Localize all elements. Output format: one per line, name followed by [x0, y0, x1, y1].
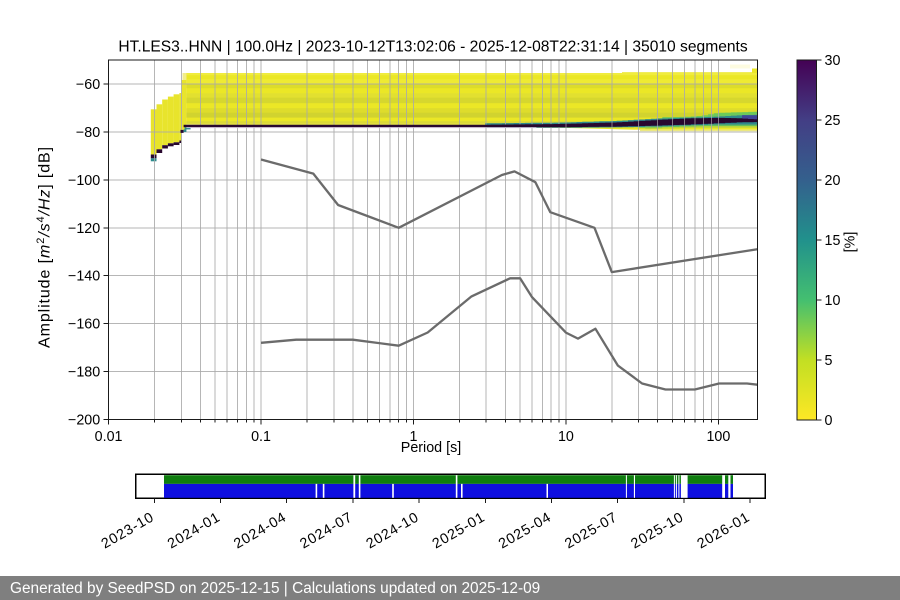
svg-text:0.1: 0.1: [251, 429, 271, 445]
svg-text:−140: −140: [68, 269, 100, 285]
svg-text:−120: −120: [68, 221, 100, 237]
svg-text:15: 15: [825, 233, 841, 249]
svg-text:Generated by SeedPSD on 2025-1: Generated by SeedPSD on 2025-12-15 | Cal…: [10, 580, 540, 597]
svg-text:20: 20: [825, 173, 841, 189]
svg-text:30: 30: [825, 53, 841, 69]
svg-text:25: 25: [825, 113, 841, 129]
svg-text:100: 100: [706, 429, 730, 445]
svg-text:−200: −200: [68, 413, 100, 429]
svg-text:10: 10: [825, 293, 841, 309]
svg-text:5: 5: [825, 353, 833, 369]
svg-text:−180: −180: [68, 365, 100, 381]
svg-text:[%]: [%]: [843, 232, 859, 253]
svg-text:−60: −60: [76, 77, 100, 93]
svg-text:Period [s]: Period [s]: [401, 440, 461, 456]
svg-text:0: 0: [825, 413, 833, 429]
svg-text:Amplitude [m2/s4/Hz] [dB]: Amplitude [m2/s4/Hz] [dB]: [35, 146, 54, 348]
svg-text:10: 10: [558, 429, 574, 445]
svg-text:−100: −100: [68, 173, 100, 189]
svg-text:1: 1: [410, 429, 418, 445]
svg-text:−160: −160: [68, 317, 100, 333]
svg-text:0.01: 0.01: [95, 429, 123, 445]
svg-text:HT.LES3..HNN | 100.0Hz | 2023-: HT.LES3..HNN | 100.0Hz | 2023-10-12T13:0…: [118, 39, 748, 56]
svg-text:−80: −80: [76, 125, 100, 141]
